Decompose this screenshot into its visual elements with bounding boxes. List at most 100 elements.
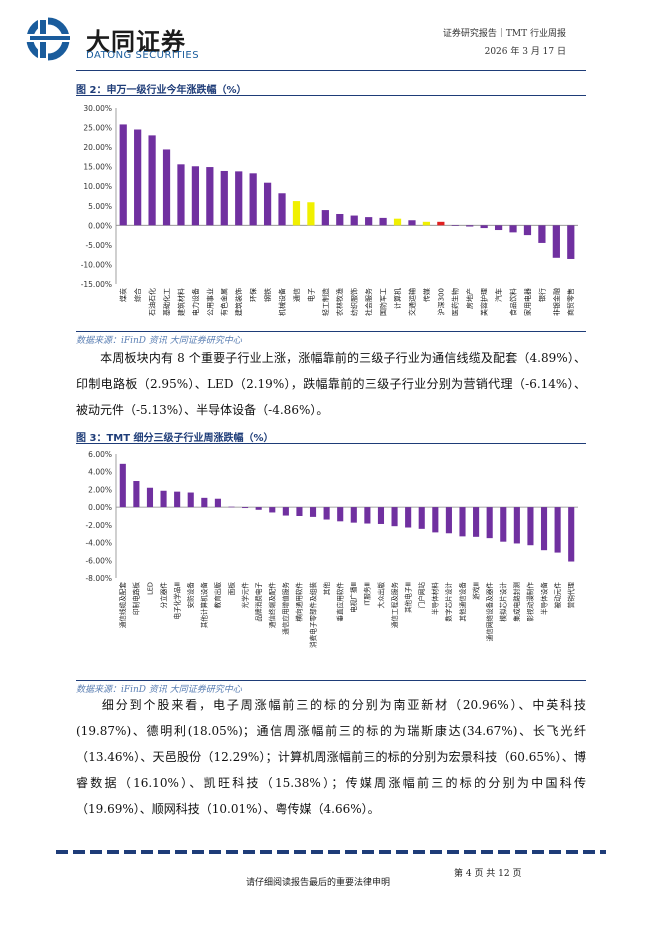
y-tick-label: 2.00% xyxy=(88,485,112,494)
category-label: 其他 xyxy=(322,582,331,596)
category-label: 国防军工 xyxy=(379,288,388,316)
y-tick-label: -10.00% xyxy=(81,260,112,269)
bar xyxy=(540,507,548,551)
bar xyxy=(255,507,262,510)
category-label: 非银金融 xyxy=(552,288,561,316)
category-label: 半导体设备 xyxy=(539,582,548,615)
bar xyxy=(500,507,507,542)
bar xyxy=(405,507,412,528)
y-tick-label: 0.00% xyxy=(88,503,112,512)
category-label: 影视动漫制作 xyxy=(526,582,535,622)
bar xyxy=(242,507,249,509)
category-label: 钢铁 xyxy=(263,288,272,302)
bar xyxy=(473,507,480,537)
bar xyxy=(377,507,385,524)
category-label: 机械设备 xyxy=(277,288,286,316)
y-tick-label: -5.00% xyxy=(85,241,112,250)
bar xyxy=(432,507,439,533)
bar xyxy=(119,124,127,226)
y-tick-label: -8.00% xyxy=(85,574,112,583)
category-label: 集成电路封测 xyxy=(512,582,521,622)
category-label: 医药生物 xyxy=(451,288,460,316)
category-label: 石油石化 xyxy=(148,288,157,316)
figure2-title: 图 2：申万一级行业今年涨跌幅（%） xyxy=(76,85,247,96)
category-label: 有色金属 xyxy=(220,288,229,316)
category-label: 综合 xyxy=(133,288,142,302)
bar xyxy=(177,164,185,226)
category-label: 垂直应用软件 xyxy=(336,582,345,622)
category-label: 通信终端及配件 xyxy=(268,582,277,629)
page-number: 第 4 页 共 12 页 xyxy=(454,869,522,879)
bar xyxy=(480,225,488,229)
bar xyxy=(364,507,371,524)
legal-notice: 请仔细阅读报告最后的重要法律申明 xyxy=(246,878,391,888)
bar xyxy=(523,225,532,236)
category-label: 传媒 xyxy=(422,288,431,302)
bar xyxy=(408,220,416,226)
category-label: 门户网站 xyxy=(417,582,426,609)
category-label: 其他通信设备 xyxy=(458,582,467,622)
bar xyxy=(513,507,520,544)
bar xyxy=(201,497,208,508)
bar xyxy=(278,193,286,226)
y-tick-label: 4.00% xyxy=(88,468,112,477)
bar xyxy=(269,507,276,513)
category-label: 横向通用软件 xyxy=(295,582,304,622)
y-tick-label: 25.00% xyxy=(83,124,112,133)
category-label: 大众出版 xyxy=(376,582,385,609)
figure2-title-rule xyxy=(76,95,586,96)
category-label: 其他电子Ⅲ xyxy=(403,582,412,613)
category-label: 通信应用增值服务 xyxy=(281,582,290,635)
bar xyxy=(296,507,303,516)
bar xyxy=(379,217,387,226)
bar xyxy=(206,167,214,226)
bar xyxy=(418,507,425,529)
bar xyxy=(249,173,257,226)
y-tick-label: -2.00% xyxy=(85,521,112,530)
category-label: 消费电子零部件及组装 xyxy=(308,582,317,648)
bar xyxy=(263,182,272,226)
bar xyxy=(422,221,431,226)
bar xyxy=(350,507,357,523)
category-label: 分立器件 xyxy=(159,582,168,609)
bar xyxy=(552,225,560,258)
bar xyxy=(162,149,171,226)
category-label: 模拟芯片设计 xyxy=(499,582,508,622)
bar xyxy=(365,217,373,226)
y-tick-label: 30.00% xyxy=(83,104,112,113)
bar xyxy=(292,201,301,226)
figure2-source: 数据来源：iFinD 资讯 大同证券研究中心 xyxy=(76,336,242,346)
bar xyxy=(568,507,575,562)
bar xyxy=(459,507,466,537)
category-label: 建筑材料 xyxy=(176,288,185,316)
brand-logo-icon xyxy=(26,16,74,62)
bar xyxy=(228,506,235,508)
figure3-title-rule xyxy=(76,443,586,444)
bar xyxy=(309,507,317,517)
bar xyxy=(187,492,194,508)
bar xyxy=(119,463,126,508)
bar xyxy=(174,491,181,508)
category-label: 煤炭 xyxy=(119,288,128,302)
y-tick-label: 6.00% xyxy=(88,450,112,459)
category-label: 营销代理 xyxy=(567,582,576,609)
y-tick-label: 15.00% xyxy=(83,163,112,172)
category-label: 轻工制造 xyxy=(321,288,330,316)
category-label: 房地产 xyxy=(465,288,474,309)
bar xyxy=(146,487,154,508)
category-label: 通信网络设备及器件 xyxy=(485,582,494,642)
category-label: 电视广播Ⅲ xyxy=(349,582,358,613)
category-label: 环保 xyxy=(249,288,258,302)
bar xyxy=(567,225,575,259)
category-label: 食品饮料 xyxy=(508,288,517,316)
category-label: IT服务Ⅲ xyxy=(363,582,372,606)
category-label: 沪深300 xyxy=(436,288,445,315)
category-label: 纺织服饰 xyxy=(350,288,359,316)
category-label: 品牌消费电子 xyxy=(254,582,263,622)
category-label: 通信线缆及配套 xyxy=(118,582,127,629)
bar xyxy=(214,498,221,508)
y-tick-label: 5.00% xyxy=(88,202,112,211)
bar xyxy=(494,225,503,231)
bar xyxy=(466,225,474,227)
bar xyxy=(336,213,344,226)
